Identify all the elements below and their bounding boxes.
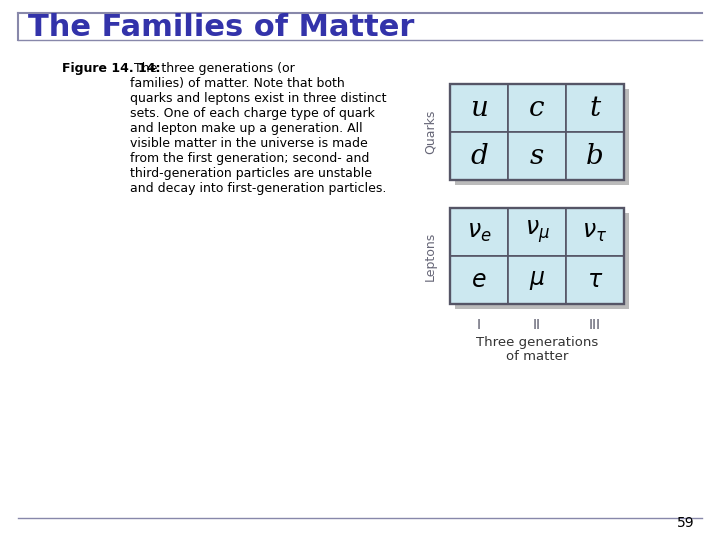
Bar <box>566 208 624 256</box>
Text: $\tau$: $\tau$ <box>587 268 603 292</box>
Bar <box>450 84 508 132</box>
Text: c: c <box>529 94 545 122</box>
Text: d: d <box>470 143 488 170</box>
Text: Quarks: Quarks <box>423 110 436 154</box>
Text: II: II <box>533 318 541 332</box>
Text: $\mu$: $\mu$ <box>529 268 545 292</box>
Text: $\nu_\tau$: $\nu_\tau$ <box>582 220 608 244</box>
Text: Figure 14. 14:: Figure 14. 14: <box>62 62 161 75</box>
Text: $\nu_e$: $\nu_e$ <box>467 220 491 244</box>
Text: $\nu_\mu$: $\nu_\mu$ <box>524 219 549 245</box>
Bar <box>455 89 629 185</box>
Bar <box>508 84 566 132</box>
Text: b: b <box>586 143 604 170</box>
Bar <box>450 84 624 180</box>
Text: The Families of Matter: The Families of Matter <box>28 14 415 43</box>
Bar <box>508 208 566 256</box>
Text: t: t <box>590 94 600 122</box>
Bar <box>450 208 508 256</box>
Text: Three generations: Three generations <box>476 336 598 349</box>
Bar <box>455 213 629 309</box>
Bar <box>508 256 566 304</box>
Text: 59: 59 <box>678 516 695 530</box>
Bar <box>566 132 624 180</box>
Text: I: I <box>477 318 481 332</box>
Bar <box>450 208 624 304</box>
Text: The three generations (or
families) of matter. Note that both
quarks and leptons: The three generations (or families) of m… <box>130 62 387 195</box>
Text: Leptons: Leptons <box>423 231 436 281</box>
Text: u: u <box>470 94 488 122</box>
Text: III: III <box>589 318 601 332</box>
Text: of matter: of matter <box>506 350 568 363</box>
Bar <box>566 256 624 304</box>
Text: s: s <box>530 143 544 170</box>
Bar <box>450 256 508 304</box>
Text: $e$: $e$ <box>472 268 487 292</box>
Bar <box>566 84 624 132</box>
Bar <box>508 132 566 180</box>
Bar <box>450 132 508 180</box>
